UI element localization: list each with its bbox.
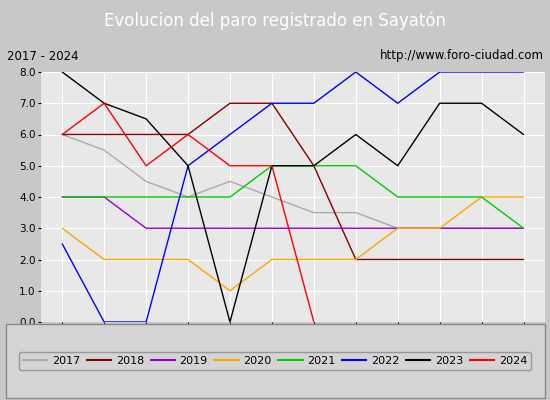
Text: 2017 - 2024: 2017 - 2024 [7,50,78,62]
Text: Evolucion del paro registrado en Sayatón: Evolucion del paro registrado en Sayatón [104,12,446,30]
Legend: 2017, 2018, 2019, 2020, 2021, 2022, 2023, 2024: 2017, 2018, 2019, 2020, 2021, 2022, 2023… [19,352,531,370]
Text: http://www.foro-ciudad.com: http://www.foro-ciudad.com [379,50,543,62]
FancyBboxPatch shape [6,324,544,398]
